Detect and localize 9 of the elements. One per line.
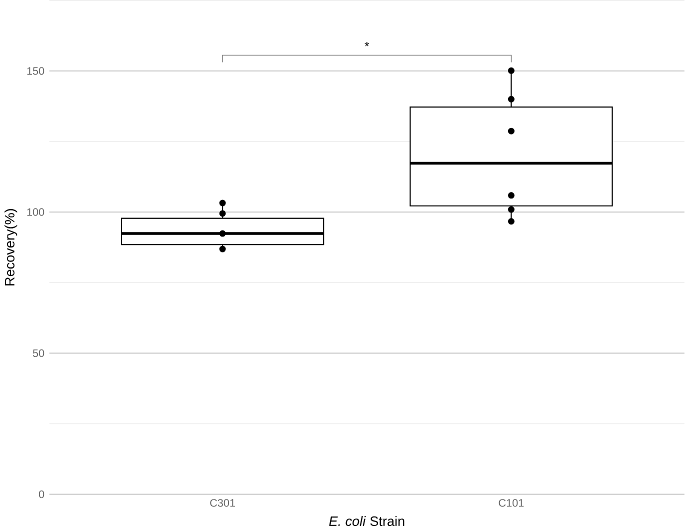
- x-tick-label: C101: [498, 499, 524, 507]
- x-tick-label: C301: [210, 499, 235, 507]
- x-axis-title: E. coli Strain: [329, 516, 404, 526]
- y-tick-label: 150: [27, 67, 44, 76]
- y-tick-label: 0: [38, 490, 44, 498]
- y-axis-title: Recovery(%): [4, 209, 18, 286]
- y-tick-label: 100: [27, 208, 44, 216]
- annotation: *: [364, 42, 370, 46]
- y-tick-label: 50: [32, 350, 44, 358]
